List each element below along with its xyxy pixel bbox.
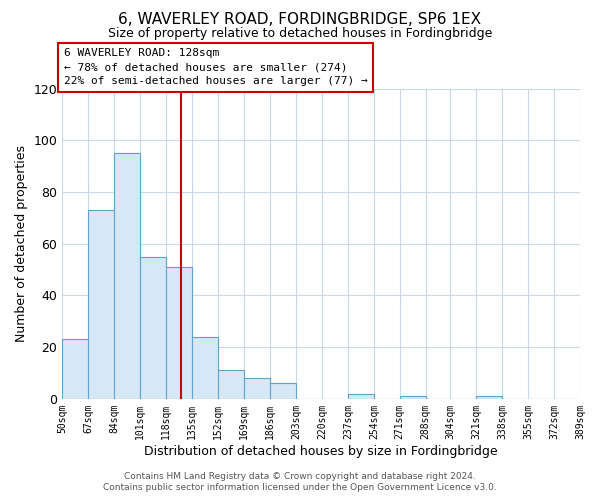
Text: Contains public sector information licensed under the Open Government Licence v3: Contains public sector information licen… [103,484,497,492]
Bar [140,256,166,399]
Bar [348,394,374,399]
Bar [244,378,270,399]
Bar [166,267,192,399]
Text: 6 WAVERLEY ROAD: 128sqm
← 78% of detached houses are smaller (274)
22% of semi-d: 6 WAVERLEY ROAD: 128sqm ← 78% of detache… [64,48,368,86]
X-axis label: Distribution of detached houses by size in Fordingbridge: Distribution of detached houses by size … [145,444,498,458]
Bar [192,337,218,399]
Text: 6, WAVERLEY ROAD, FORDINGBRIDGE, SP6 1EX: 6, WAVERLEY ROAD, FORDINGBRIDGE, SP6 1EX [118,12,482,28]
Bar [270,384,296,399]
Text: Contains HM Land Registry data © Crown copyright and database right 2024.: Contains HM Land Registry data © Crown c… [124,472,476,481]
Bar [114,154,140,399]
Bar [400,396,426,399]
Bar [62,340,88,399]
Bar [476,396,502,399]
Text: Size of property relative to detached houses in Fordingbridge: Size of property relative to detached ho… [108,28,492,40]
Bar [218,370,244,399]
Bar [88,210,114,399]
Y-axis label: Number of detached properties: Number of detached properties [15,146,28,342]
